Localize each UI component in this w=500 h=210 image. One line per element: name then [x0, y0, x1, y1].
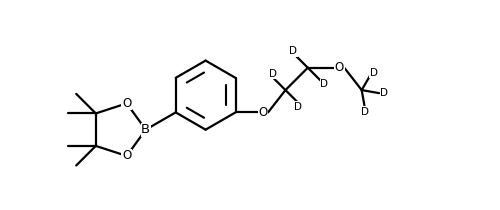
Text: D: D — [294, 102, 302, 112]
Text: B: B — [141, 123, 150, 136]
Text: D: D — [320, 79, 328, 89]
Text: D: D — [361, 106, 369, 117]
Text: O: O — [258, 106, 268, 119]
Text: O: O — [122, 150, 132, 163]
Text: D: D — [380, 88, 388, 98]
Text: D: D — [269, 69, 277, 79]
Text: D: D — [290, 46, 298, 56]
Text: O: O — [122, 97, 132, 110]
Text: O: O — [334, 61, 344, 74]
Text: D: D — [370, 68, 378, 78]
